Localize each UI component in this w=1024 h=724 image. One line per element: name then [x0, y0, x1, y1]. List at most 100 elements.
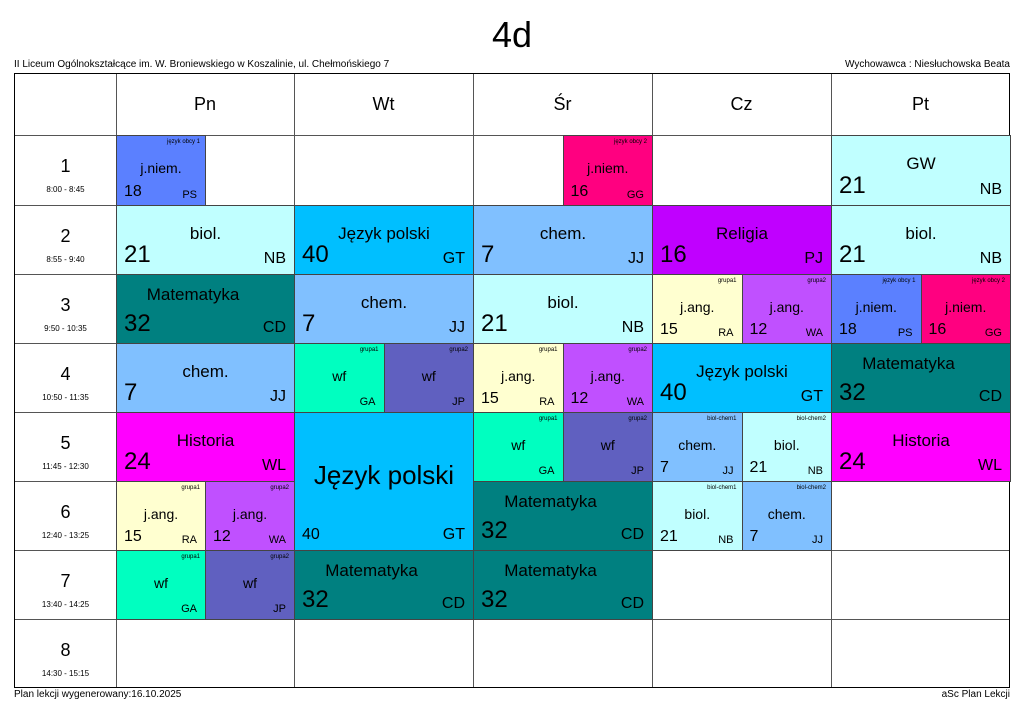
lesson-group: grupa2 [628, 416, 647, 422]
lesson-subject: chem. [678, 436, 717, 453]
lesson-group: język obcy 2 [971, 278, 1005, 284]
lesson-block[interactable]: j.ang. 12 WA grupa2 [562, 343, 653, 413]
lesson-room: 21 [839, 241, 866, 268]
period-time: 8:55 - 9:40 [46, 255, 85, 264]
lesson-block[interactable]: Język polski 40 GT [294, 412, 474, 551]
lesson-block[interactable]: wf JP grupa2 [562, 412, 653, 482]
lesson-subject: Język polski [338, 223, 430, 243]
lesson-block[interactable]: GW 21 NB [831, 135, 1011, 206]
lesson-subject: j.niem. [855, 298, 897, 315]
day-header-0: Pn [193, 94, 217, 114]
lesson-room: 40 [302, 241, 329, 268]
lesson-block[interactable]: j.niem. 16 GG język obcy 2 [920, 274, 1011, 344]
lesson-teacher: PJ [804, 250, 823, 267]
lesson-block[interactable]: Matematyka 32 CD [294, 550, 474, 620]
lesson-teacher: NB [979, 250, 1002, 267]
lesson-subject: chem. [539, 223, 587, 243]
lesson-block[interactable]: biol. 21 NB [473, 274, 653, 344]
lesson-room: 15 [481, 390, 499, 407]
lesson-teacher: JJ [628, 250, 644, 267]
lesson-block[interactable]: Historia 24 WL [116, 412, 295, 482]
lesson-subject: j.niem. [140, 160, 182, 176]
lesson-group: grupa2 [449, 347, 468, 353]
period-number: 1 [60, 156, 71, 176]
lesson-room: 7 [660, 459, 669, 476]
lesson-block[interactable]: Język polski 40 GT [652, 343, 832, 413]
lesson-block[interactable]: j.niem. 18 PS język obcy 1 [831, 274, 922, 344]
lesson-teacher: JP [452, 396, 465, 408]
lesson-block[interactable]: wf GA grupa1 [473, 412, 564, 482]
lesson-block[interactable]: chem. 7 JJ [116, 343, 295, 413]
lesson-room: 16 [660, 241, 687, 268]
lesson-group: grupa2 [270, 554, 289, 560]
period-header: 5 11:45 - 12:30 [15, 412, 116, 481]
lesson-block[interactable]: Historia 24 WL [831, 412, 1011, 482]
period-number: 8 [60, 640, 71, 660]
class-teacher: Wychowawca : Niesłuchowska Beata [845, 59, 1010, 70]
lesson-block[interactable]: chem. 7 JJ [473, 205, 653, 275]
lesson-subject: biol. [547, 292, 579, 312]
lesson-block[interactable]: biol. 21 NB [831, 205, 1011, 275]
lesson-block[interactable]: j.ang. 15 RA grupa1 [652, 274, 743, 344]
lesson-group: grupa1 [181, 485, 200, 491]
school-name: II Liceum Ogólnokształcące im. W. Bronie… [14, 59, 390, 70]
lesson-block[interactable]: Matematyka 32 CD [473, 481, 653, 551]
lesson-teacher: RA [718, 327, 734, 339]
lesson-subject: Matematyka [146, 284, 240, 304]
lesson-subject: wf [600, 436, 615, 453]
lesson-block[interactable]: chem. 7 JJ [294, 274, 474, 344]
period-number: 4 [60, 364, 71, 384]
lesson-subject: biol. [189, 223, 222, 243]
lesson-room: 24 [124, 448, 151, 475]
lesson-group: język obcy 1 [166, 139, 200, 145]
lesson-teacher: CD [620, 526, 644, 543]
lesson-block[interactable]: Matematyka 32 CD [116, 274, 295, 344]
lesson-room: 21 [749, 459, 768, 476]
period-header: 8 14:30 - 15:15 [15, 619, 116, 688]
lesson-teacher: JJ [449, 319, 465, 336]
lesson-group: grupa2 [270, 485, 289, 491]
lesson-block[interactable]: j.ang. 12 WA grupa2 [205, 481, 295, 551]
lesson-block[interactable]: Matematyka 32 CD [831, 343, 1011, 413]
lesson-block[interactable]: Język polski 40 GT [294, 205, 474, 275]
lesson-subject: biol. [905, 223, 937, 243]
lesson-subject: j.ang. [590, 367, 625, 384]
lesson-room: 12 [749, 321, 768, 338]
lesson-subject: GW [906, 154, 936, 173]
lesson-block[interactable]: j.ang. 15 RA grupa1 [116, 481, 206, 551]
lesson-group: grupa1 [181, 554, 200, 560]
lesson-block[interactable]: chem. 7 JJ biol-chem2 [741, 481, 832, 551]
lesson-subject: chem. [360, 292, 408, 312]
lesson-room: 32 [124, 310, 151, 337]
period-time: 10:50 - 11:35 [42, 393, 89, 402]
period-number: 2 [60, 226, 71, 246]
lesson-block[interactable]: biol. 21 NB biol-chem1 [652, 481, 743, 551]
day-header-2: Śr [553, 94, 572, 114]
lesson-block[interactable]: wf JP grupa2 [205, 550, 295, 620]
lesson-block[interactable]: wf JP grupa2 [383, 343, 474, 413]
lesson-teacher: CD [262, 319, 286, 336]
lesson-block[interactable]: biol. 21 NB biol-chem2 [741, 412, 832, 482]
lesson-block[interactable]: j.ang. 15 RA grupa1 [473, 343, 564, 413]
lesson-subject: j.niem. [587, 160, 629, 176]
lesson-room: 21 [839, 172, 866, 199]
lesson-block[interactable]: chem. 7 JJ biol-chem1 [652, 412, 743, 482]
lesson-block[interactable]: wf GA grupa1 [294, 343, 385, 413]
lesson-block[interactable]: j.ang. 12 WA grupa2 [741, 274, 832, 344]
lesson-teacher: WA [626, 396, 644, 408]
period-number: 6 [60, 502, 71, 522]
day-header-1: Wt [372, 94, 395, 114]
lesson-room: 18 [839, 321, 857, 338]
lesson-subject: j.ang. [501, 367, 536, 384]
period-header: 6 12:40 - 13:25 [15, 481, 116, 550]
lesson-teacher: NB [263, 250, 286, 267]
lesson-block[interactable]: j.niem. 16 GG język obcy 2 [562, 135, 653, 206]
lesson-block[interactable]: Religia 16 PJ [652, 205, 832, 275]
lesson-block[interactable]: biol. 21 NB [116, 205, 295, 275]
period-header: 7 13:40 - 14:25 [15, 550, 116, 619]
lesson-group: grupa1 [359, 347, 379, 353]
lesson-block[interactable]: Matematyka 32 CD [473, 550, 653, 620]
lesson-block[interactable]: wf GA grupa1 [116, 550, 206, 620]
lesson-block[interactable]: j.niem. 18 PS język obcy 1 [116, 135, 206, 206]
period-time: 13:40 - 14:25 [41, 600, 90, 609]
